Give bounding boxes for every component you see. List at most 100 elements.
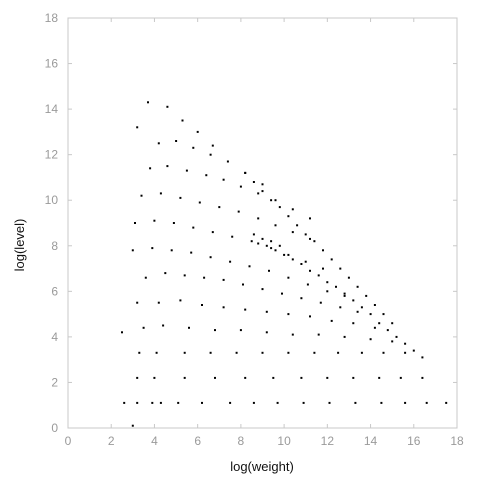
data-point [149,167,152,170]
data-point [131,249,134,252]
data-point [274,224,277,227]
data-point [278,206,281,209]
data-point [244,308,247,311]
x-tick-label: 6 [194,434,201,448]
y-tick-label: 6 [51,284,58,298]
data-point [229,401,232,404]
data-point [257,242,260,245]
data-point [270,199,273,202]
data-point [302,401,305,404]
data-point [322,249,324,252]
data-point [211,231,214,234]
y-tick-label: 8 [51,239,58,253]
data-point [404,351,407,354]
data-point [201,401,203,404]
data-point [211,144,214,147]
data-point [287,313,290,316]
data-point [274,249,277,252]
data-point [166,105,169,108]
data-point [198,201,201,204]
x-tick-label: 2 [108,434,115,448]
data-point [339,306,342,309]
data-point [157,301,160,304]
data-point [274,199,277,202]
data-point [378,322,381,325]
data-point [272,376,275,379]
data-point [218,206,221,209]
data-point [190,251,193,254]
data-point [445,401,448,404]
data-point [147,101,149,104]
data-point [144,276,147,279]
data-point [157,142,160,145]
data-point [121,331,123,334]
data-point [268,269,270,272]
data-point [369,313,372,316]
data-point [203,276,206,279]
data-point [326,290,329,293]
data-point [181,119,184,122]
data-point [352,376,355,379]
data-point [373,326,376,329]
data-point [196,130,199,133]
data-point [343,292,346,295]
data-point [134,222,136,224]
data-point [412,349,415,352]
data-point [244,171,247,174]
data-point [309,315,311,318]
data-point [131,424,134,427]
data-point [166,165,169,168]
plot-frame [67,17,458,429]
data-point [309,217,311,220]
data-point [261,288,264,291]
data-point [337,351,340,354]
data-point [151,247,154,250]
data-point [209,153,212,156]
data-point [291,333,294,336]
data-point [291,208,294,211]
data-point [229,260,232,263]
data-point [257,217,260,220]
data-point [177,401,180,404]
data-point [222,306,225,309]
data-point [257,192,260,195]
data-point [404,342,407,345]
data-point [235,351,238,354]
data-point [136,376,139,379]
data-point [164,272,167,275]
data-point [179,196,182,199]
data-point [382,351,385,354]
data-point [248,265,251,268]
data-point [283,253,286,256]
data-point [304,233,307,236]
x-tick-label: 4 [151,434,158,448]
data-point [265,331,268,334]
y-tick-label: 14 [45,102,59,116]
data-point [153,219,156,222]
data-point [242,283,244,286]
data-point [300,297,303,300]
data-point [222,178,225,181]
data-point [352,322,355,325]
data-point [328,401,331,404]
data-point [209,351,212,354]
data-point [183,351,186,354]
data-point [399,376,402,379]
data-point [404,401,407,404]
data-point [319,301,322,304]
data-point [179,299,182,302]
data-point [222,278,225,281]
data-point [360,306,363,309]
data-point [265,310,268,313]
data-point [378,376,381,379]
data-point [352,299,355,302]
data-point [252,181,255,183]
data-point [300,376,303,379]
data-point [421,376,424,379]
data-point [369,338,372,341]
data-point [265,244,268,247]
y-tick-label: 12 [45,148,59,162]
data-point [244,376,247,379]
data-point [188,326,190,329]
